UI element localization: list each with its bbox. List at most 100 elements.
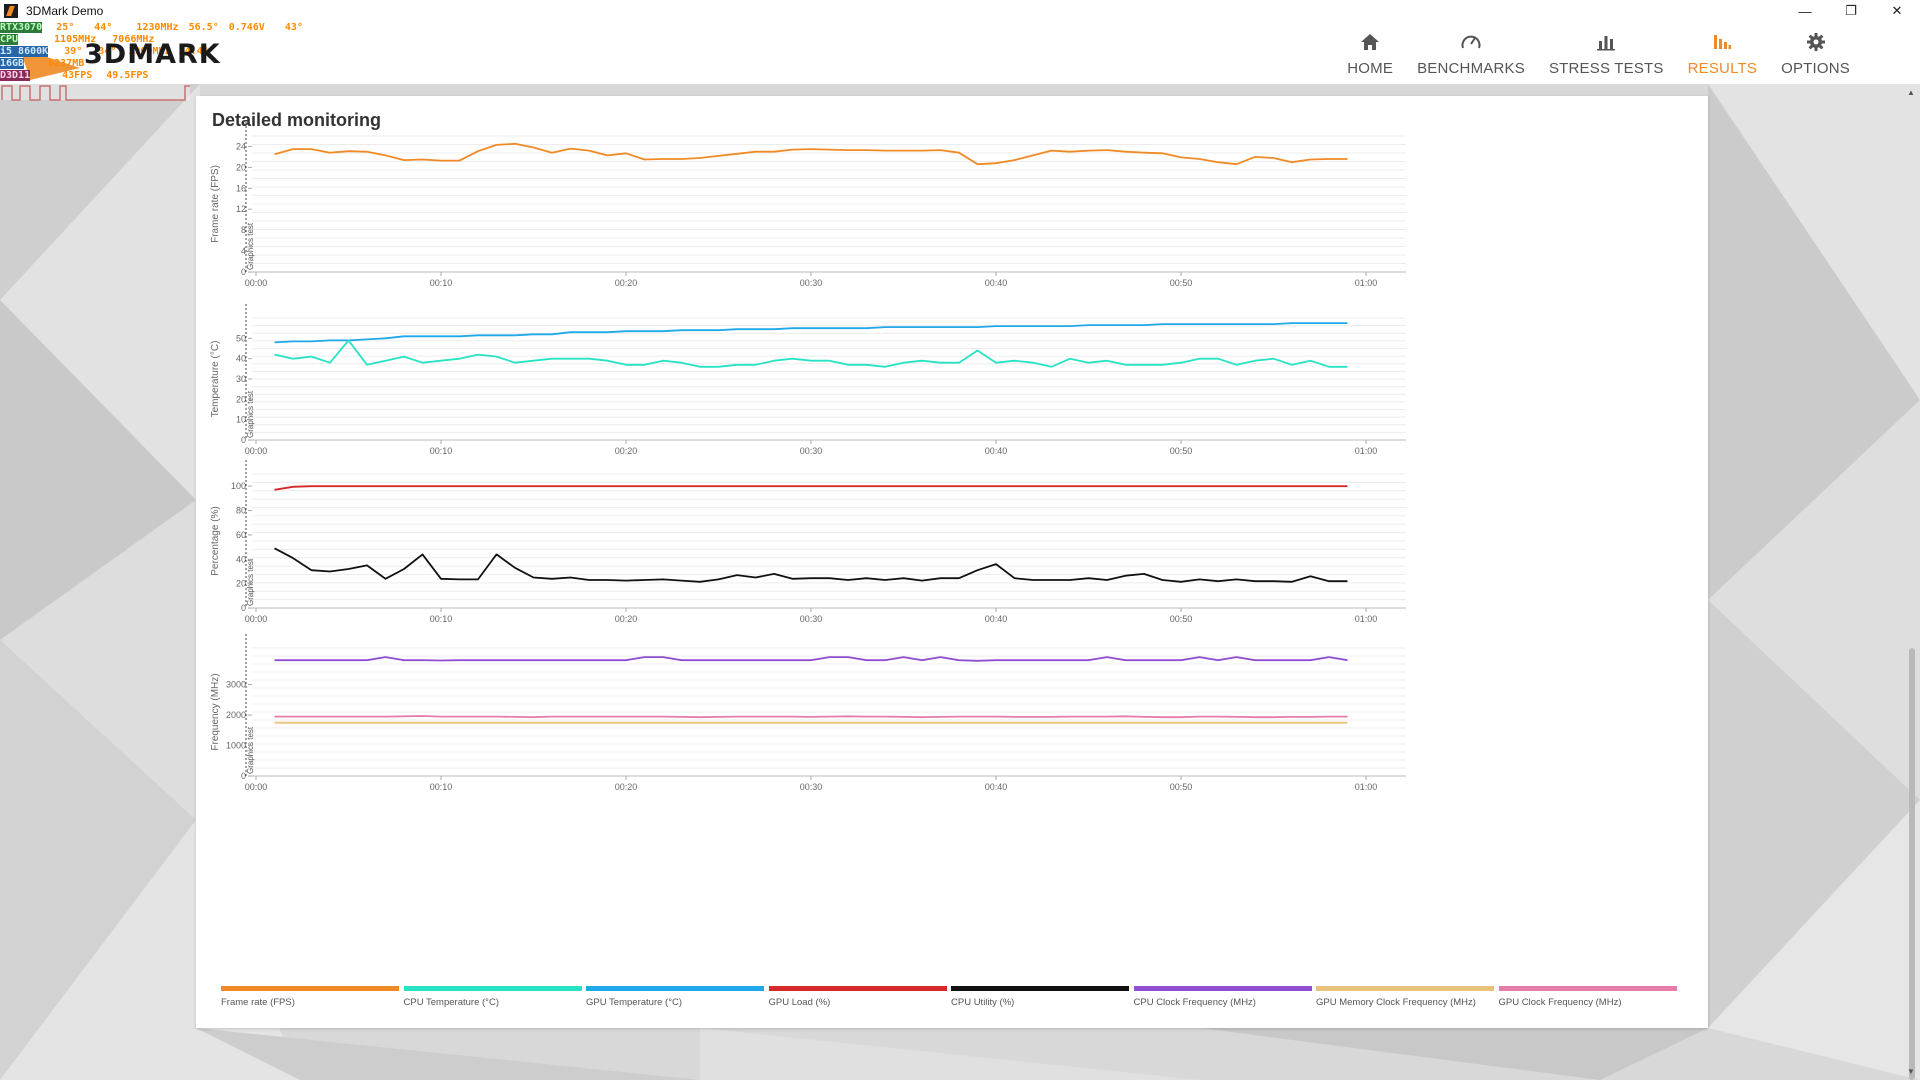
graphics-test-label: Graphics test: [246, 222, 255, 270]
nav-options[interactable]: OPTIONS: [1769, 28, 1862, 80]
chart-legend: Frame rate (FPS) CPU Temperature (°C) GPU …: [221, 986, 1691, 1016]
x-tick-label: 00:40: [985, 446, 1008, 456]
y-tick-label: 0: [241, 267, 246, 277]
overlay-value: 56.5°: [188, 22, 219, 33]
legend-label: GPU Clock Frequency (MHz): [1498, 997, 1622, 1008]
gauge-icon: [1459, 30, 1483, 54]
y-tick-label: 80: [236, 506, 246, 516]
overlay-cpu-name: i5 8600K: [0, 46, 49, 57]
overlay-value: 24.4°: [178, 46, 209, 57]
x-tick-label: 00:10: [430, 278, 453, 288]
x-tick-label: 00:10: [430, 614, 453, 624]
graphics-test-label: Graphics test: [246, 726, 255, 774]
legend-label: CPU Clock Frequency (MHz): [1133, 997, 1256, 1008]
overlay-value: 43°: [284, 22, 303, 33]
legend-item[interactable]: GPU Load (%): [768, 986, 952, 1016]
x-tick-label: 00:00: [245, 278, 268, 288]
y-tick-label: 20: [236, 579, 246, 589]
close-button[interactable]: ✕: [1891, 3, 1903, 18]
y-tick-label: 40: [236, 554, 246, 564]
scroll-down-arrow-icon[interactable]: ▼: [1907, 1067, 1915, 1076]
y-tick-label: 30: [236, 374, 246, 384]
series-line: [274, 322, 1348, 344]
graphics-test-label: Graphics test: [246, 558, 255, 606]
x-tick-label: 01:00: [1355, 446, 1378, 456]
legend-item[interactable]: Frame rate (FPS): [221, 986, 404, 1016]
legend-item[interactable]: CPU Utility (%): [951, 986, 1134, 1016]
scroll-thumb[interactable]: [1909, 648, 1915, 1080]
page-scrollbar[interactable]: ▲ ▼: [1904, 84, 1920, 1080]
legend-item[interactable]: CPU Clock Frequency (MHz): [1133, 986, 1317, 1016]
legend-swatch: [1133, 986, 1312, 991]
y-axis-label: Percentage (%): [210, 506, 221, 575]
overlay-value: 25°: [56, 22, 75, 33]
overlay-value: 6237MB: [48, 58, 85, 69]
y-axis-label: Temperature (°C): [210, 341, 221, 418]
legend-item[interactable]: GPU Temperature (°C): [586, 986, 769, 1016]
app-header: HOME BENCHMARKS STRESS TESTS RESULTS OPT…: [0, 22, 1920, 84]
overlay-value: 0.746V: [228, 22, 265, 33]
series-line: [274, 715, 1348, 719]
y-tick-label: 50: [236, 333, 246, 343]
nav-home[interactable]: HOME: [1335, 28, 1405, 80]
x-tick-label: 00:20: [615, 446, 638, 456]
y-tick-label: 4: [241, 246, 246, 256]
y-tick-label: 20: [236, 162, 246, 172]
nav-options-label: OPTIONS: [1781, 60, 1850, 77]
y-axis-label: Frame rate (FPS): [210, 165, 221, 243]
x-tick-label: 00:30: [800, 614, 823, 624]
legend-label: GPU Load (%): [768, 997, 831, 1008]
nav-benchmarks[interactable]: BENCHMARKS: [1405, 28, 1537, 80]
restore-button[interactable]: ❐: [1845, 3, 1857, 18]
legend-item[interactable]: GPU Memory Clock Frequency (MHz): [1316, 986, 1499, 1016]
x-tick-label: 00:50: [1170, 446, 1193, 456]
minimize-button[interactable]: —: [1798, 3, 1812, 19]
gear-icon: [1804, 30, 1828, 54]
x-tick-label: 00:40: [985, 278, 1008, 288]
x-tick-label: 00:30: [800, 278, 823, 288]
y-tick-label: 16: [236, 183, 246, 193]
legend-swatch: [1498, 986, 1677, 991]
legend-label: Frame rate (FPS): [221, 997, 295, 1008]
nav-results[interactable]: RESULTS: [1676, 28, 1769, 80]
y-tick-label: 1000: [226, 741, 246, 751]
y-tick-label: 20: [236, 394, 246, 404]
overlay-value: 39°: [64, 46, 83, 57]
legend-item[interactable]: CPU Temperature (°C): [403, 986, 587, 1016]
x-tick-label: 00:50: [1170, 614, 1193, 624]
home-icon: [1358, 30, 1382, 54]
overlay-ram-label: 16GB: [0, 58, 25, 69]
series-line: [274, 547, 1348, 583]
series-line: [274, 339, 1348, 368]
x-tick-label: 00:40: [985, 782, 1008, 792]
results-bars-icon: [1710, 30, 1734, 54]
y-tick-label: 3000: [226, 680, 246, 690]
legend-label: CPU Utility (%): [951, 997, 1015, 1008]
panel-title: Detailed monitoring: [212, 110, 382, 130]
scroll-up-arrow-icon[interactable]: ▲: [1907, 88, 1915, 97]
window-title: 3DMark Demo: [26, 4, 104, 18]
x-tick-label: 00:00: [245, 614, 268, 624]
nav-results-label: RESULTS: [1687, 60, 1758, 77]
x-tick-label: 01:00: [1355, 278, 1378, 288]
bar-chart-icon: [1594, 30, 1618, 54]
overlay-value: 3900MHz: [128, 46, 171, 57]
x-tick-label: 00:30: [800, 446, 823, 456]
y-tick-label: 0: [241, 603, 246, 613]
y-tick-label: 0: [241, 771, 246, 781]
nav-benchmarks-label: BENCHMARKS: [1417, 60, 1525, 77]
y-tick-label: 100: [231, 481, 246, 491]
series-line: [274, 656, 1348, 662]
legend-swatch: [586, 986, 764, 991]
overlay-value: 1230MHz: [136, 22, 179, 33]
x-tick-label: 00:00: [245, 446, 268, 456]
legend-label: GPU Memory Clock Frequency (MHz): [1316, 997, 1476, 1008]
legend-swatch: [403, 986, 582, 991]
nav-stress-tests[interactable]: STRESS TESTS: [1537, 28, 1676, 80]
app-icon: [4, 4, 18, 18]
x-tick-label: 00:50: [1170, 278, 1193, 288]
legend-item[interactable]: GPU Clock Frequency (MHz): [1498, 986, 1682, 1016]
